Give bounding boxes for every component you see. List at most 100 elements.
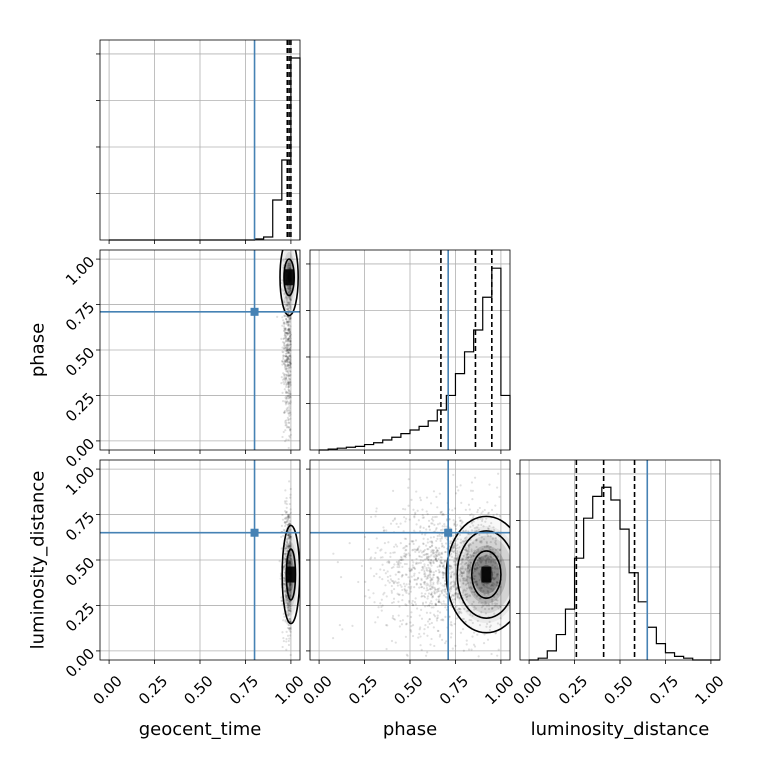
sample-point	[424, 601, 428, 604]
sample-point	[488, 483, 491, 486]
y-tick-label: 0.25	[62, 389, 98, 425]
sample-point	[380, 609, 383, 612]
sample-point	[288, 520, 291, 523]
sample-point	[439, 539, 442, 542]
sample-point	[369, 557, 372, 560]
sample-point	[423, 565, 426, 568]
sample-point	[469, 525, 472, 528]
sample-point	[455, 485, 459, 488]
sample-point	[477, 655, 480, 658]
sample-point	[485, 544, 488, 547]
sample-point	[414, 539, 418, 542]
sample-point	[492, 526, 495, 529]
sample-point	[414, 550, 417, 553]
sample-point	[458, 533, 462, 537]
sample-point	[410, 568, 413, 571]
sample-point	[420, 533, 424, 536]
sample-point	[439, 559, 442, 562]
sample-point	[286, 332, 289, 335]
sample-point	[423, 628, 426, 631]
sample-point	[285, 545, 288, 548]
sample-point	[388, 561, 391, 565]
sample-point	[407, 504, 410, 507]
sample-point	[432, 559, 435, 563]
sample-point	[289, 535, 293, 538]
sample-point	[414, 603, 417, 606]
sample-point	[473, 593, 477, 596]
sample-point	[287, 402, 290, 406]
sample-point	[287, 613, 290, 616]
sample-point	[444, 642, 447, 645]
sample-point	[440, 589, 443, 592]
sample-point	[487, 544, 490, 548]
sample-point	[283, 521, 287, 524]
sample-point	[452, 473, 455, 477]
sample-point	[465, 595, 468, 599]
sample-point	[288, 332, 291, 335]
sample-point	[287, 533, 290, 537]
sample-point	[469, 553, 472, 557]
sample-point	[288, 528, 291, 531]
sample-point	[435, 619, 439, 622]
sample-point	[459, 519, 462, 522]
sample-point	[454, 542, 457, 545]
sample-point	[399, 542, 402, 545]
sample-point	[289, 557, 292, 560]
sample-point	[410, 611, 413, 614]
sample-point	[483, 603, 486, 606]
sample-point	[285, 594, 288, 598]
sample-point	[288, 562, 291, 565]
sample-point	[287, 599, 290, 602]
sample-point	[288, 584, 291, 588]
sample-point	[426, 620, 430, 623]
sample-point	[470, 586, 473, 590]
sample-point	[288, 554, 291, 557]
sample-point	[289, 540, 292, 544]
sample-point	[416, 509, 419, 512]
sample-point	[282, 322, 285, 325]
sample-point	[459, 586, 462, 589]
sample-point	[289, 284, 292, 287]
sample-point	[485, 541, 489, 545]
sample-point	[495, 602, 499, 605]
sample-point	[281, 645, 284, 649]
sample-point	[452, 560, 456, 563]
sample-point	[284, 559, 287, 562]
sample-point	[484, 559, 487, 562]
sample-point	[392, 566, 395, 569]
sample-point	[454, 592, 458, 595]
sample-point	[469, 555, 473, 559]
sample-point	[467, 581, 470, 585]
sample-point	[280, 596, 283, 599]
sample-point	[428, 585, 431, 588]
sample-point	[429, 581, 432, 584]
sample-point	[285, 539, 288, 542]
sample-point	[289, 626, 292, 629]
sample-point	[283, 333, 286, 337]
sample-point	[289, 267, 292, 270]
sample-point	[494, 541, 497, 544]
y-tick-label: 0.50	[62, 344, 98, 380]
sample-point	[287, 329, 291, 332]
sample-point	[452, 585, 456, 588]
sample-point	[435, 598, 438, 601]
sample-point	[288, 381, 291, 384]
sample-point	[289, 620, 292, 624]
sample-point	[289, 630, 292, 634]
sample-point	[288, 609, 292, 612]
sample-point	[461, 577, 465, 580]
sample-point	[435, 591, 438, 594]
sample-point	[462, 554, 465, 558]
sample-point	[469, 563, 472, 566]
sample-point	[392, 581, 395, 584]
sample-point	[284, 583, 287, 586]
sample-point	[462, 577, 465, 580]
sample-point	[385, 595, 388, 598]
sample-point	[281, 391, 284, 394]
sample-point	[466, 553, 469, 556]
sample-point	[480, 601, 483, 605]
sample-point	[483, 583, 486, 586]
sample-point	[285, 365, 288, 368]
sample-point	[288, 588, 292, 591]
sample-point	[419, 559, 422, 562]
